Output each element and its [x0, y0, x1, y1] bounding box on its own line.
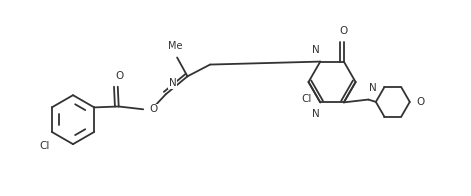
Text: N: N — [369, 83, 377, 93]
Text: Cl: Cl — [39, 141, 49, 151]
Text: O: O — [416, 97, 425, 107]
Text: N: N — [312, 45, 319, 55]
Text: Me: Me — [168, 41, 182, 51]
Text: O: O — [340, 26, 348, 36]
Text: O: O — [115, 71, 124, 81]
Text: Cl: Cl — [301, 94, 311, 104]
Text: O: O — [149, 104, 158, 114]
Text: N: N — [312, 109, 319, 119]
Text: N: N — [169, 78, 176, 88]
